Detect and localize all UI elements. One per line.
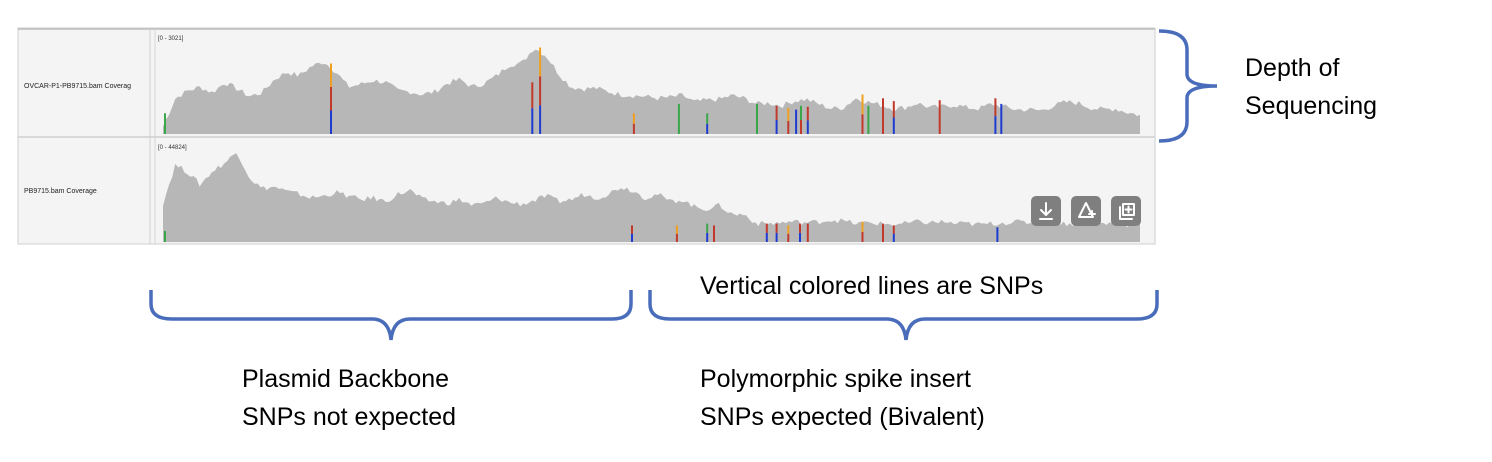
coverage-track-2[interactable]: PB9715.bam Coverage [0 - 44824]: [24, 145, 1140, 242]
depth-bracket: [1158, 29, 1218, 143]
download-icon: [1039, 202, 1053, 220]
backbone-annotation-line-1: Plasmid Backbone: [242, 365, 450, 393]
depth-annotation-line-2: Sequencing: [1245, 92, 1378, 120]
coverage-track-1[interactable]: OVCAR-P1-PB9715.bam Coverag [0 - 3021]: [24, 36, 1140, 134]
spike-insert-annotation: Polymorphic spike insert SNPs expected (…: [700, 360, 985, 436]
spike-annotation-line-2: SNPs expected (Bivalent): [700, 403, 985, 431]
coverage-area: [163, 153, 1140, 242]
add-track-icon: [1119, 203, 1135, 220]
track-name-label: PB9715.bam Coverage: [24, 188, 97, 195]
spike-annotation-line-1: Polymorphic spike insert: [700, 365, 971, 393]
spike-insert-bracket: [648, 290, 1159, 341]
track-name-label: OVCAR-P1-PB9715.bam Coverag: [24, 83, 131, 90]
download-button[interactable]: [1031, 196, 1061, 226]
flip-icon: [1078, 202, 1096, 218]
snp-lines-annotation: Vertical colored lines are SNPs: [700, 272, 1044, 300]
depth-of-sequencing-annotation: Depth of Sequencing: [1245, 49, 1377, 125]
track-range-label: [0 - 44824]: [158, 145, 187, 151]
coverage-area: [163, 49, 1140, 134]
track-toolbar: [1031, 196, 1141, 226]
flip-button[interactable]: [1071, 196, 1101, 226]
backbone-annotation-line-2: SNPs not expected: [242, 403, 457, 431]
add-track-button[interactable]: [1111, 196, 1141, 226]
depth-annotation-line-1: Depth of: [1245, 54, 1340, 82]
track-range-label: [0 - 3021]: [158, 36, 184, 42]
annotation-brackets: [149, 29, 1218, 341]
backbone-bracket: [149, 290, 633, 341]
plasmid-backbone-annotation: Plasmid Backbone SNPs not expected: [242, 360, 456, 436]
